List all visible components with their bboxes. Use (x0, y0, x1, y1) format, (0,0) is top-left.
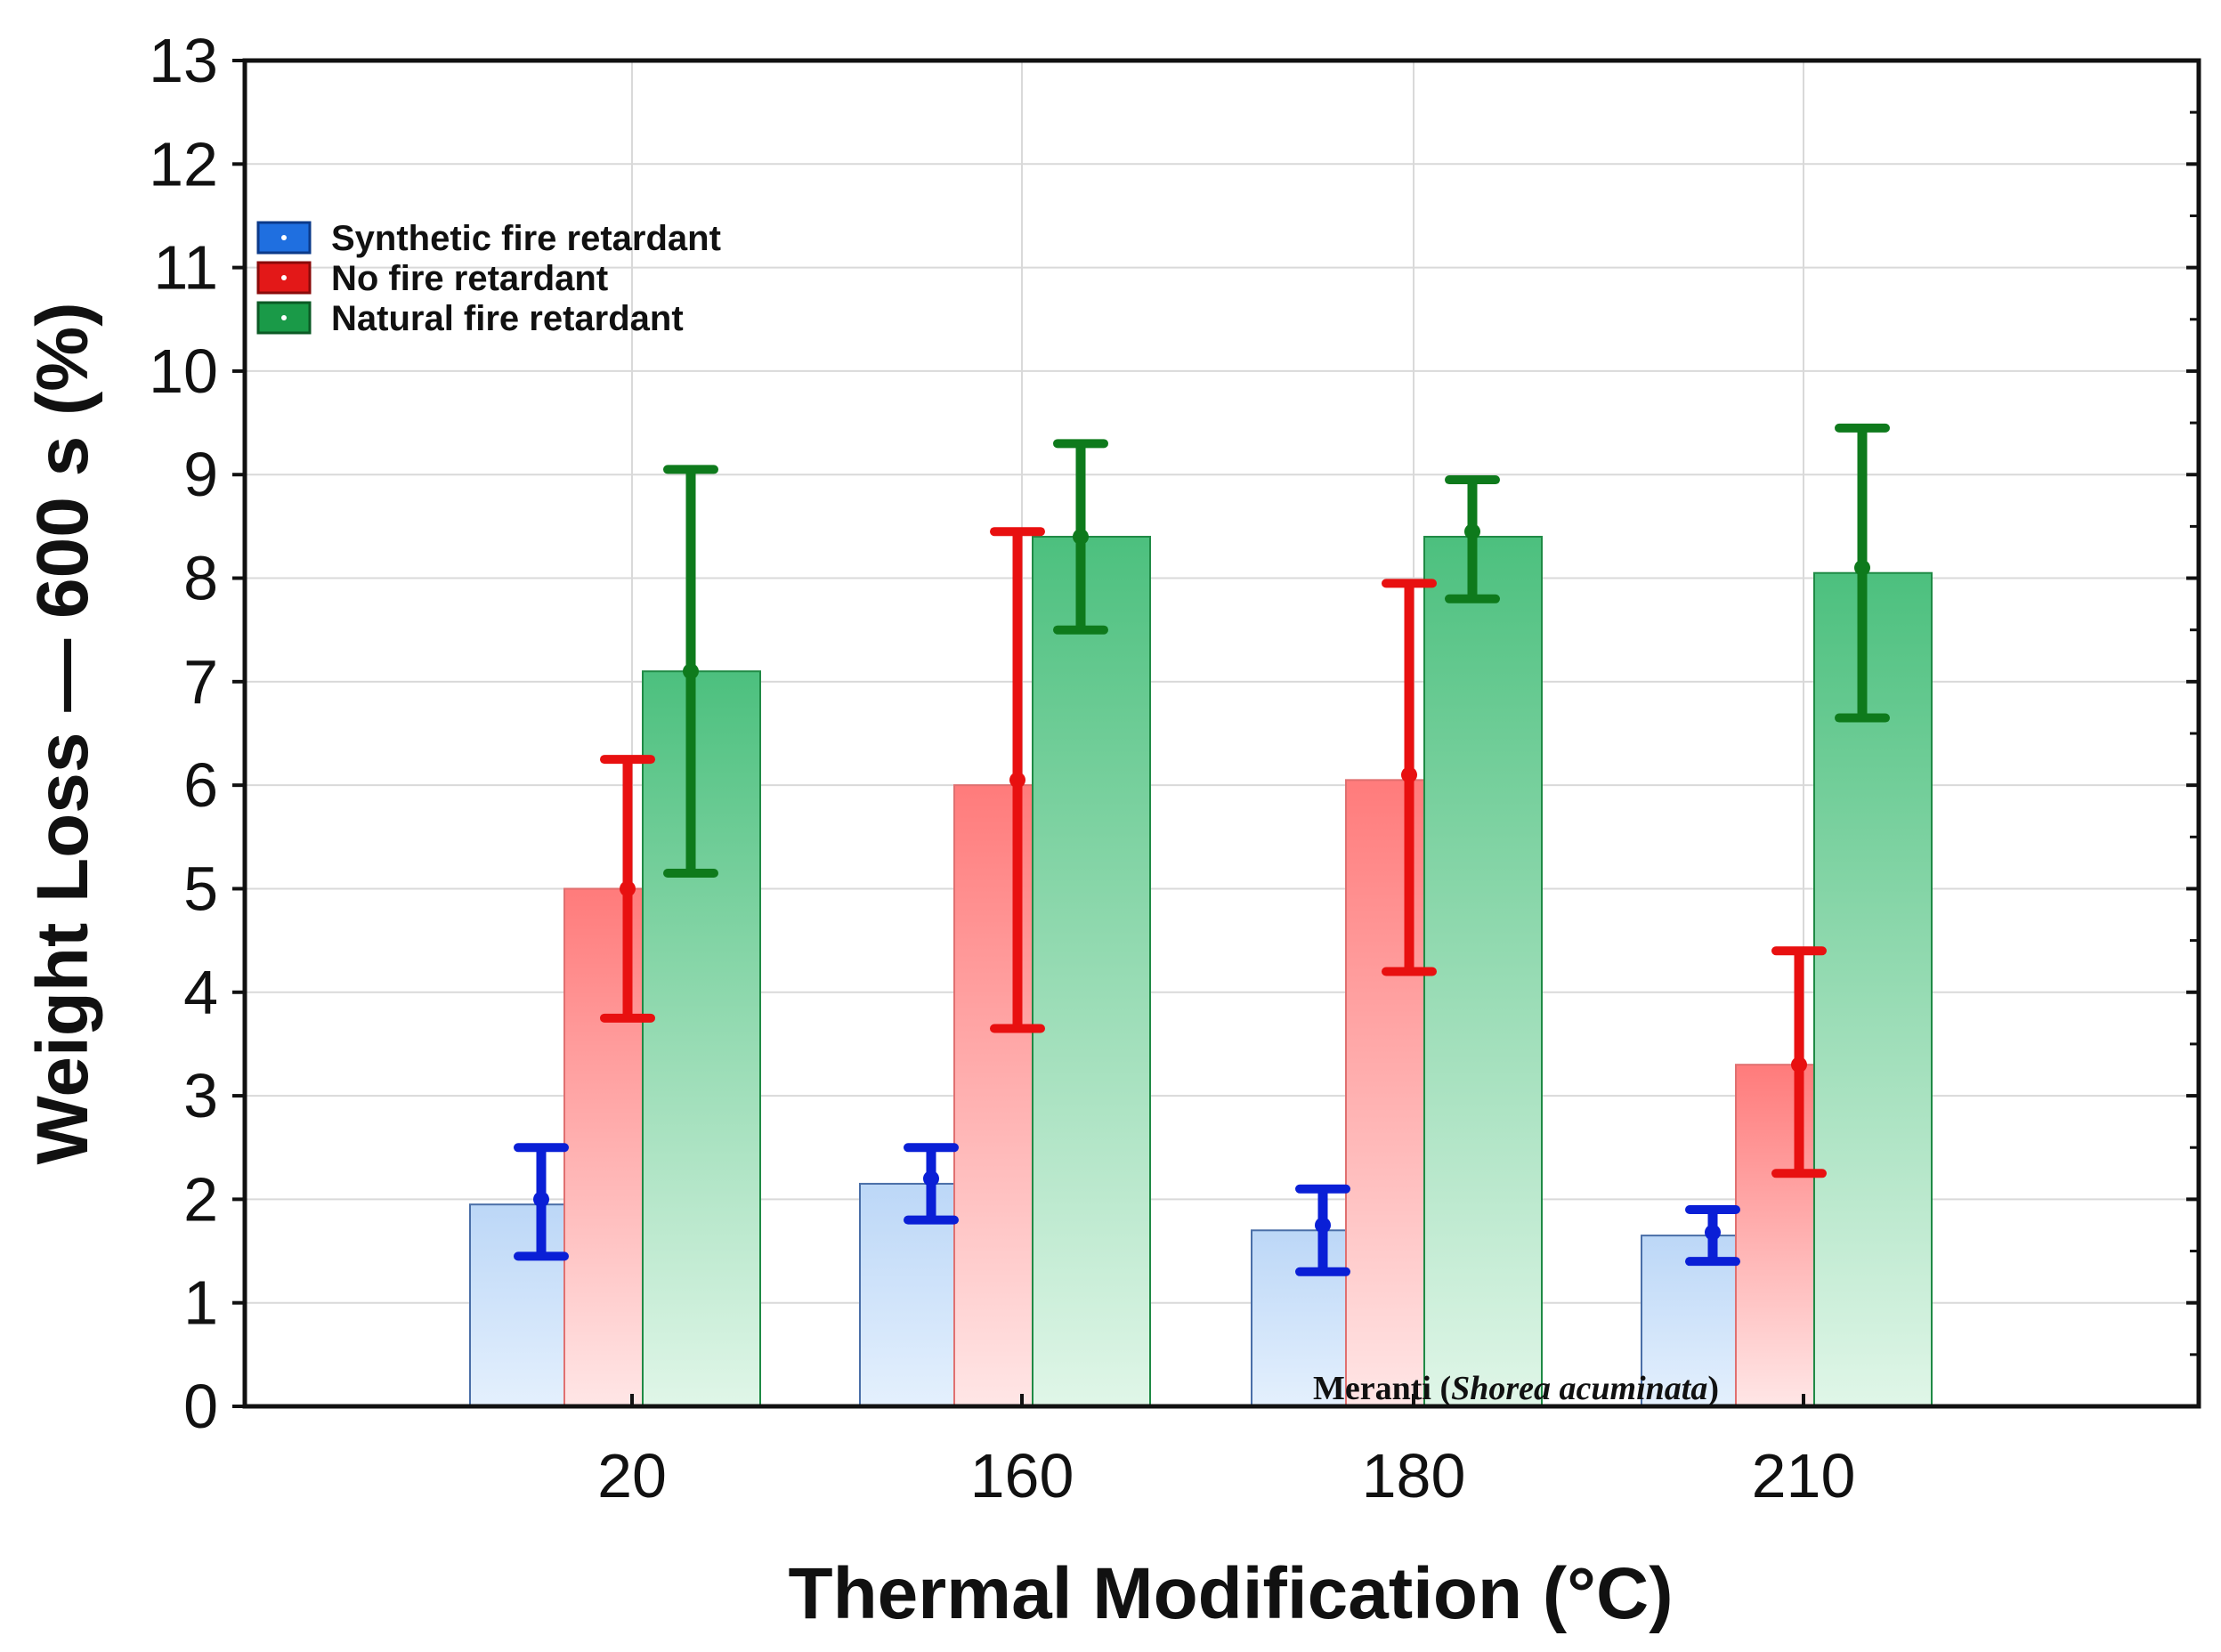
x-axis-title: Thermal Modification (°C) (788, 1553, 1673, 1634)
mean-point (683, 663, 699, 680)
y-tick-label: 0 (183, 1372, 218, 1441)
annotation-regular: Meranti ( (1313, 1370, 1451, 1407)
mean-point (1401, 766, 1417, 783)
x-tick-label: 180 (1362, 1441, 1466, 1510)
bar (1423, 536, 1543, 1407)
y-axis-title: Weight Loss — 600 s (%) (22, 302, 103, 1164)
y-tick-label: 7 (183, 647, 218, 717)
annotation-close: ) (1707, 1370, 1719, 1407)
legend-marker (281, 275, 287, 280)
mean-point (1791, 1057, 1807, 1073)
y-tick-label: 8 (183, 544, 218, 613)
bar (1032, 536, 1151, 1407)
y-tick-label: 13 (149, 26, 218, 95)
y-tick-label: 2 (183, 1164, 218, 1234)
y-tick-label: 10 (149, 336, 218, 406)
mean-point (1009, 772, 1025, 789)
mean-point (923, 1170, 939, 1187)
y-tick-label: 12 (149, 129, 218, 198)
bar (1813, 571, 1933, 1407)
bar (642, 670, 761, 1407)
x-tick-label: 210 (1752, 1441, 1856, 1510)
mean-point (1705, 1224, 1721, 1241)
mean-point (1073, 529, 1089, 546)
mean-point (1464, 523, 1480, 540)
legend-marker (281, 315, 287, 320)
legend-label: No fire retardant (331, 259, 608, 298)
annotation-italic: Shorea acuminata (1451, 1370, 1707, 1407)
bar (469, 1203, 567, 1407)
y-tick-label: 11 (153, 233, 218, 303)
y-tick-label: 6 (183, 750, 218, 820)
legend-label: Synthetic fire retardant (331, 219, 721, 258)
mean-point (1854, 559, 1870, 576)
legend-marker (281, 235, 287, 240)
y-tick-label: 5 (183, 854, 218, 923)
y-tick-label: 3 (183, 1061, 218, 1130)
species-annotation: Meranti (Shorea acuminata) (1313, 1370, 1719, 1407)
mean-point (620, 880, 636, 897)
mean-point (1315, 1217, 1331, 1234)
y-tick-label: 4 (183, 958, 218, 1027)
x-tick-label: 20 (597, 1441, 667, 1510)
y-tick-label: 9 (183, 440, 218, 509)
y-tick-label: 1 (183, 1268, 218, 1338)
bars (469, 536, 1933, 1408)
error-bars (514, 423, 1890, 1276)
mean-point (533, 1191, 549, 1208)
x-tick-label: 160 (970, 1441, 1074, 1510)
legend-label: Natural fire retardant (331, 299, 684, 338)
